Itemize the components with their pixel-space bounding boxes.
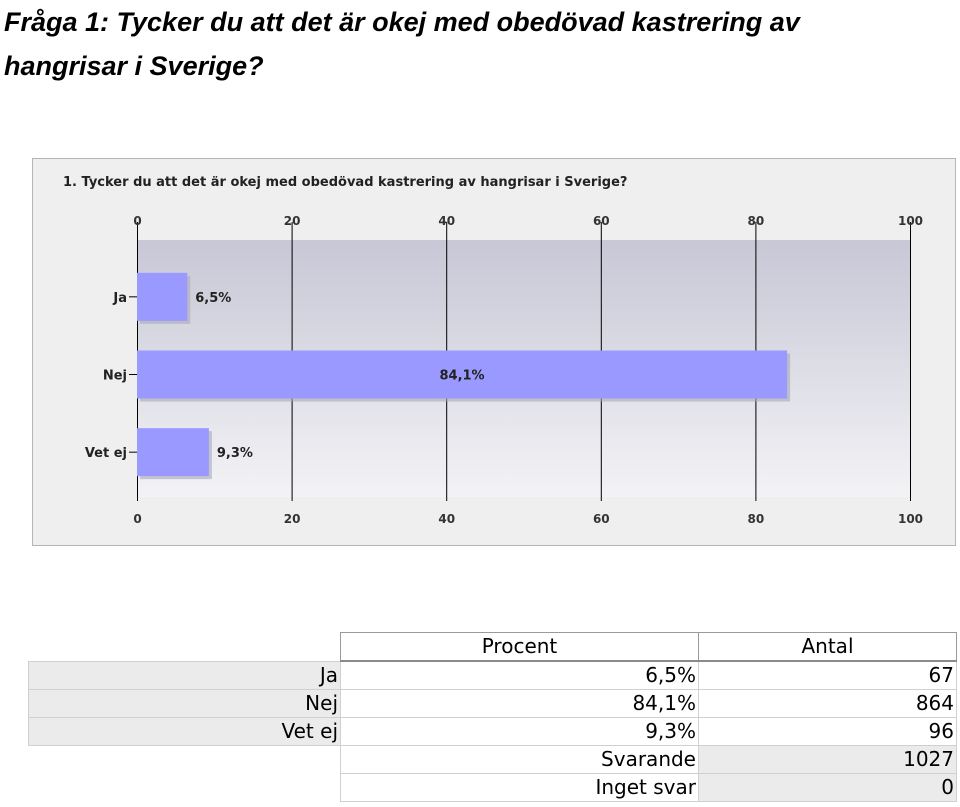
category-labels: Ja Nej Vet ej	[85, 291, 137, 461]
data-label: 6,5%	[195, 291, 231, 306]
row-label: Ja	[28, 660, 341, 690]
summary-row: Inget svar 0	[29, 773, 957, 802]
category-label: Vet ej	[85, 446, 127, 461]
x-tick-label-top: 0	[133, 214, 141, 228]
x-tick-label-bottom: 20	[284, 512, 301, 526]
category-label: Nej	[103, 369, 127, 384]
header-blank	[29, 633, 341, 662]
row-label: Vet ej	[28, 717, 341, 746]
header-percent: Procent	[340, 632, 699, 662]
x-tick-label-bottom: 0	[133, 512, 141, 526]
data-label: 84,1%	[439, 369, 484, 384]
x-tick-label-top: 60	[593, 214, 610, 228]
x-tick-label-bottom: 80	[748, 512, 765, 526]
row-percent: 6,5%	[340, 660, 699, 690]
summary-blank	[29, 774, 341, 802]
table-row: Nej 84,1% 864	[28, 689, 957, 718]
category-label: Ja	[112, 291, 127, 306]
chart-panel: 1. Tycker du att det är okej med obedöva…	[32, 158, 956, 546]
bar	[137, 350, 788, 399]
row-percent: 9,3%	[340, 717, 699, 746]
page-title: Fråga 1: Tycker du att det är okej med o…	[4, 7, 800, 81]
x-tick-label-bottom: 100	[898, 512, 923, 526]
header-count: Antal	[698, 632, 957, 662]
bar	[137, 428, 209, 477]
summary-label: Inget svar	[340, 773, 699, 802]
table-row: Vet ej 9,3% 96	[28, 717, 957, 746]
row-label: Nej	[28, 689, 341, 718]
row-count: 67	[698, 660, 957, 690]
row-count: 864	[698, 689, 957, 718]
summary-value: 1027	[698, 745, 957, 774]
table-header-row: Procent Antal	[29, 632, 957, 662]
x-tick-label-bottom: 40	[438, 512, 455, 526]
chart-title: 1. Tycker du att det är okej med obedöva…	[63, 175, 627, 190]
summary-label: Svarande	[340, 745, 699, 774]
data-label: 9,3%	[217, 446, 253, 461]
x-tick-label-top: 40	[438, 214, 455, 228]
x-tick-label-top: 20	[284, 214, 301, 228]
x-tick-label-top: 100	[898, 214, 923, 228]
summary-row: Svarande 1027	[29, 745, 957, 774]
x-tick-label-bottom: 60	[593, 512, 610, 526]
summary-blank	[29, 746, 341, 774]
row-percent: 84,1%	[340, 689, 699, 718]
summary-value: 0	[698, 773, 957, 802]
table-row: Ja 6,5% 67	[28, 660, 957, 690]
bar	[137, 272, 188, 321]
bar-chart: 1. Tycker du att det är okej med obedöva…	[63, 175, 923, 526]
x-tick-label-top: 80	[748, 214, 765, 228]
bars: 6,5% 84,1% 9,3%	[137, 272, 791, 480]
results-table: Procent Antal Ja 6,5% 67 Nej 84,1% 864 V…	[28, 632, 957, 802]
axis-ticks: 0 0 20 20 40 40 60 60 80 80 100 100	[133, 214, 923, 526]
row-count: 96	[698, 717, 957, 746]
